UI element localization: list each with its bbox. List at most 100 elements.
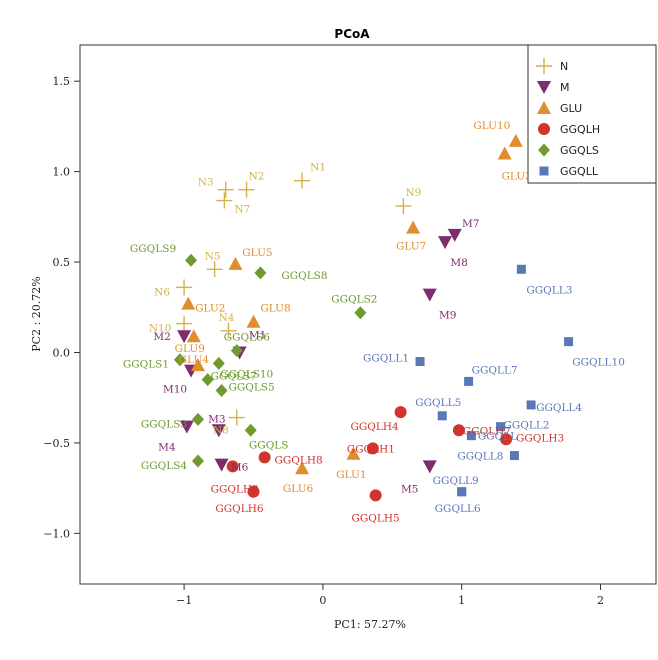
point-m-marker <box>422 288 437 302</box>
point-label: N9 <box>405 187 421 199</box>
point-labels: N1 N2 N3 N7 N9 N5 N6 N10 N4 N8 M7 M8 M9 M1 M2 M10 M3 M4 M6… <box>123 120 625 525</box>
point-glu-marker <box>508 133 523 147</box>
legend-label-ggqls: GGQLS <box>560 144 599 157</box>
point-glu-marker <box>228 256 243 270</box>
point-glu-marker <box>295 461 310 475</box>
legend-label-n: N <box>560 60 568 73</box>
point-glu-marker <box>346 446 361 460</box>
y-tick-label: 1.0 <box>53 166 71 179</box>
point-label: GLU2 <box>195 303 225 315</box>
point-label: GGQLH3 <box>516 432 564 444</box>
point-glu-marker <box>246 314 261 328</box>
point-label: GLU5 <box>242 247 272 259</box>
point-label: M9 <box>439 310 456 322</box>
point-ggqll-marker <box>564 337 574 347</box>
point-ggqll-marker <box>464 376 474 386</box>
point-m-marker <box>179 420 194 434</box>
point-m-marker <box>447 228 462 242</box>
point-glu-marker <box>186 329 201 343</box>
point-label: GLU6 <box>283 483 314 495</box>
x-axis: −1 0 1 2 <box>176 584 604 607</box>
point-ggqls-marker <box>173 353 186 367</box>
legend-m-marker <box>537 81 551 94</box>
point-ggqll-marker <box>457 487 467 497</box>
point-label: GLU4 <box>179 354 210 366</box>
legend-ggqll-marker <box>539 166 549 176</box>
point-label: GGQLH2 <box>211 483 259 495</box>
point-label: GLU3 <box>502 171 532 183</box>
plot-frame <box>79 44 657 585</box>
point-n-marker <box>294 172 311 189</box>
point-label: GLU10 <box>473 120 510 132</box>
point-label: M4 <box>158 442 176 454</box>
point-label: GGQLL8 <box>457 451 503 463</box>
point-label: GGQLS1 <box>123 359 169 371</box>
point-ggqls-marker <box>215 383 228 397</box>
point-label: GGQLS2 <box>331 294 377 306</box>
point-label: GLU8 <box>260 303 290 315</box>
point-label: GGQLL5 <box>415 397 461 409</box>
point-label: GLU1 <box>336 469 366 481</box>
point-ggqlh-marker <box>452 424 465 437</box>
point-label: N1 <box>310 162 326 174</box>
point-m-marker <box>422 460 437 474</box>
point-ggqls-marker <box>212 356 225 370</box>
point-ggqlh-marker <box>366 442 379 455</box>
point-ggqls-marker <box>201 373 214 387</box>
point-ggqls-marker <box>244 423 257 437</box>
point-n-marker <box>217 181 234 198</box>
point-label: GLU9 <box>175 343 205 355</box>
point-n-marker <box>176 279 193 296</box>
point-label: GGQLS9 <box>130 243 176 255</box>
x-tick-label: −1 <box>176 594 192 607</box>
point-ggqll-marker <box>516 264 526 274</box>
point-ggqls-marker <box>185 253 198 267</box>
point-label: GGQLL2 <box>504 420 550 432</box>
x-axis-label: PC1: 57.27% <box>334 618 406 631</box>
point-ggqll-marker <box>496 422 506 432</box>
y-tick-label: 0.5 <box>53 256 71 269</box>
point-label: GGQLS6 <box>224 332 271 344</box>
point-label: GGQLH1 <box>347 443 395 455</box>
legend-n-marker <box>536 58 552 74</box>
x-tick-label: 0 <box>319 594 326 607</box>
point-n-marker <box>220 322 237 339</box>
y-axis-label: PC2 : 20.72% <box>30 276 43 351</box>
point-glu-marker <box>406 220 421 234</box>
point-label: GGQLH4 <box>351 421 400 433</box>
point-label: GGQLH6 <box>215 503 264 515</box>
point-ggqls-marker <box>254 266 267 280</box>
legend-label-m: M <box>560 81 570 94</box>
point-label: N6 <box>154 286 170 298</box>
point-label: M2 <box>153 331 170 343</box>
point-ggqlh-marker <box>247 485 260 498</box>
point-label: GGQLS8 <box>281 270 327 282</box>
point-label: GGQLL4 <box>536 402 582 414</box>
point-label: GGQLS7 <box>211 371 257 383</box>
point-label: GGQLL10 <box>572 357 625 369</box>
point-n-marker <box>206 261 223 278</box>
y-tick-label: −1.0 <box>43 527 70 540</box>
point-label: N8 <box>213 425 229 437</box>
y-tick-label: 0.0 <box>53 346 71 359</box>
point-n-marker <box>395 197 412 214</box>
point-label: N5 <box>205 250 221 262</box>
legend-ggqlh-marker <box>538 123 550 135</box>
point-label: GLU7 <box>396 241 426 253</box>
point-label: GGQLL6 <box>435 503 481 515</box>
point-label: N2 <box>249 171 265 183</box>
legend-ggqls-marker <box>538 143 550 157</box>
point-label: GGQLS3 <box>141 418 187 430</box>
point-ggqll-marker <box>526 400 536 410</box>
x-tick-label: 2 <box>597 594 604 607</box>
y-tick-label: 1.5 <box>53 75 71 88</box>
point-label: N10 <box>149 323 172 335</box>
point-label: GGQLL <box>478 431 517 443</box>
point-label: GGQLS4 <box>141 460 188 472</box>
point-glu-marker <box>181 296 196 310</box>
point-m-marker <box>214 458 229 472</box>
point-ggqls-marker <box>191 454 204 468</box>
point-label: M6 <box>231 462 249 474</box>
point-label: GGQLL9 <box>433 475 479 487</box>
point-label: GGQLS5 <box>228 381 274 393</box>
